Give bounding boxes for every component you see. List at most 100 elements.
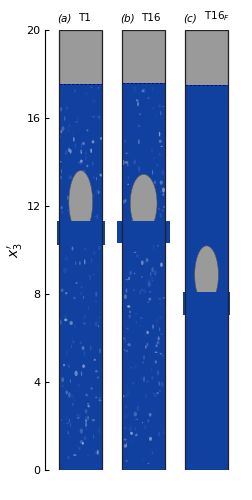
Ellipse shape	[161, 170, 165, 175]
Ellipse shape	[73, 180, 75, 182]
Ellipse shape	[154, 394, 156, 397]
Ellipse shape	[137, 208, 139, 210]
Ellipse shape	[76, 97, 78, 98]
Ellipse shape	[77, 384, 80, 386]
Ellipse shape	[99, 348, 101, 354]
Ellipse shape	[154, 180, 156, 184]
Ellipse shape	[142, 458, 143, 460]
Bar	[185, 30, 228, 470]
Ellipse shape	[144, 208, 147, 209]
Ellipse shape	[95, 292, 98, 297]
Ellipse shape	[145, 205, 147, 210]
Ellipse shape	[82, 442, 84, 445]
Ellipse shape	[145, 212, 146, 216]
Ellipse shape	[136, 254, 139, 258]
Ellipse shape	[129, 271, 132, 275]
Ellipse shape	[141, 260, 144, 265]
Ellipse shape	[77, 414, 78, 416]
Ellipse shape	[69, 175, 72, 180]
Ellipse shape	[92, 162, 94, 166]
Ellipse shape	[142, 198, 145, 203]
Ellipse shape	[68, 396, 69, 400]
Ellipse shape	[123, 337, 124, 340]
Ellipse shape	[125, 350, 128, 352]
Ellipse shape	[159, 316, 162, 320]
Ellipse shape	[132, 220, 134, 221]
Ellipse shape	[86, 454, 90, 457]
Ellipse shape	[158, 230, 159, 233]
Text: T16: T16	[141, 14, 160, 24]
Ellipse shape	[87, 405, 90, 407]
Ellipse shape	[154, 182, 156, 184]
Ellipse shape	[82, 170, 85, 173]
Ellipse shape	[157, 245, 159, 247]
Ellipse shape	[138, 124, 139, 127]
Ellipse shape	[75, 262, 76, 265]
Ellipse shape	[71, 344, 72, 348]
Ellipse shape	[81, 286, 82, 288]
Ellipse shape	[62, 384, 63, 387]
Ellipse shape	[85, 156, 87, 160]
Ellipse shape	[69, 170, 93, 234]
Ellipse shape	[63, 268, 66, 274]
Ellipse shape	[82, 142, 85, 145]
Ellipse shape	[82, 364, 85, 368]
Ellipse shape	[143, 355, 145, 360]
Ellipse shape	[90, 346, 91, 350]
Ellipse shape	[97, 450, 99, 455]
Ellipse shape	[161, 229, 164, 232]
Ellipse shape	[132, 218, 135, 222]
Ellipse shape	[93, 250, 96, 254]
Ellipse shape	[142, 361, 144, 364]
Ellipse shape	[80, 342, 82, 344]
Ellipse shape	[80, 152, 82, 154]
Ellipse shape	[78, 414, 81, 418]
Ellipse shape	[99, 221, 101, 225]
Ellipse shape	[127, 306, 130, 307]
Ellipse shape	[152, 86, 153, 90]
Ellipse shape	[100, 174, 102, 176]
Ellipse shape	[74, 400, 75, 401]
Ellipse shape	[66, 105, 67, 110]
Ellipse shape	[133, 160, 136, 164]
Ellipse shape	[85, 409, 87, 414]
Ellipse shape	[124, 199, 127, 202]
Text: T1: T1	[78, 14, 91, 24]
Bar	[59, 30, 102, 84]
Ellipse shape	[97, 214, 98, 220]
Ellipse shape	[77, 191, 79, 195]
Ellipse shape	[67, 108, 68, 109]
Ellipse shape	[143, 88, 144, 90]
Ellipse shape	[138, 166, 140, 172]
Ellipse shape	[138, 140, 140, 144]
Ellipse shape	[71, 394, 72, 397]
Ellipse shape	[156, 392, 159, 394]
Ellipse shape	[92, 100, 96, 103]
Ellipse shape	[97, 376, 99, 378]
Ellipse shape	[67, 268, 68, 271]
Ellipse shape	[159, 104, 161, 108]
Ellipse shape	[143, 376, 145, 380]
Ellipse shape	[87, 403, 89, 404]
Ellipse shape	[137, 102, 139, 106]
Ellipse shape	[95, 452, 98, 454]
Ellipse shape	[125, 161, 128, 164]
Ellipse shape	[162, 188, 165, 192]
Ellipse shape	[125, 460, 128, 462]
Ellipse shape	[158, 432, 160, 437]
Ellipse shape	[67, 196, 69, 200]
Ellipse shape	[140, 317, 143, 320]
Ellipse shape	[160, 191, 163, 193]
Ellipse shape	[141, 214, 142, 219]
Bar	[122, 30, 165, 470]
Ellipse shape	[77, 177, 78, 178]
Ellipse shape	[151, 267, 154, 272]
Ellipse shape	[70, 190, 71, 194]
Ellipse shape	[124, 140, 126, 143]
Ellipse shape	[133, 364, 137, 368]
Ellipse shape	[90, 148, 92, 153]
Ellipse shape	[61, 418, 62, 421]
Ellipse shape	[153, 234, 155, 237]
Ellipse shape	[136, 99, 139, 102]
Ellipse shape	[66, 390, 68, 394]
